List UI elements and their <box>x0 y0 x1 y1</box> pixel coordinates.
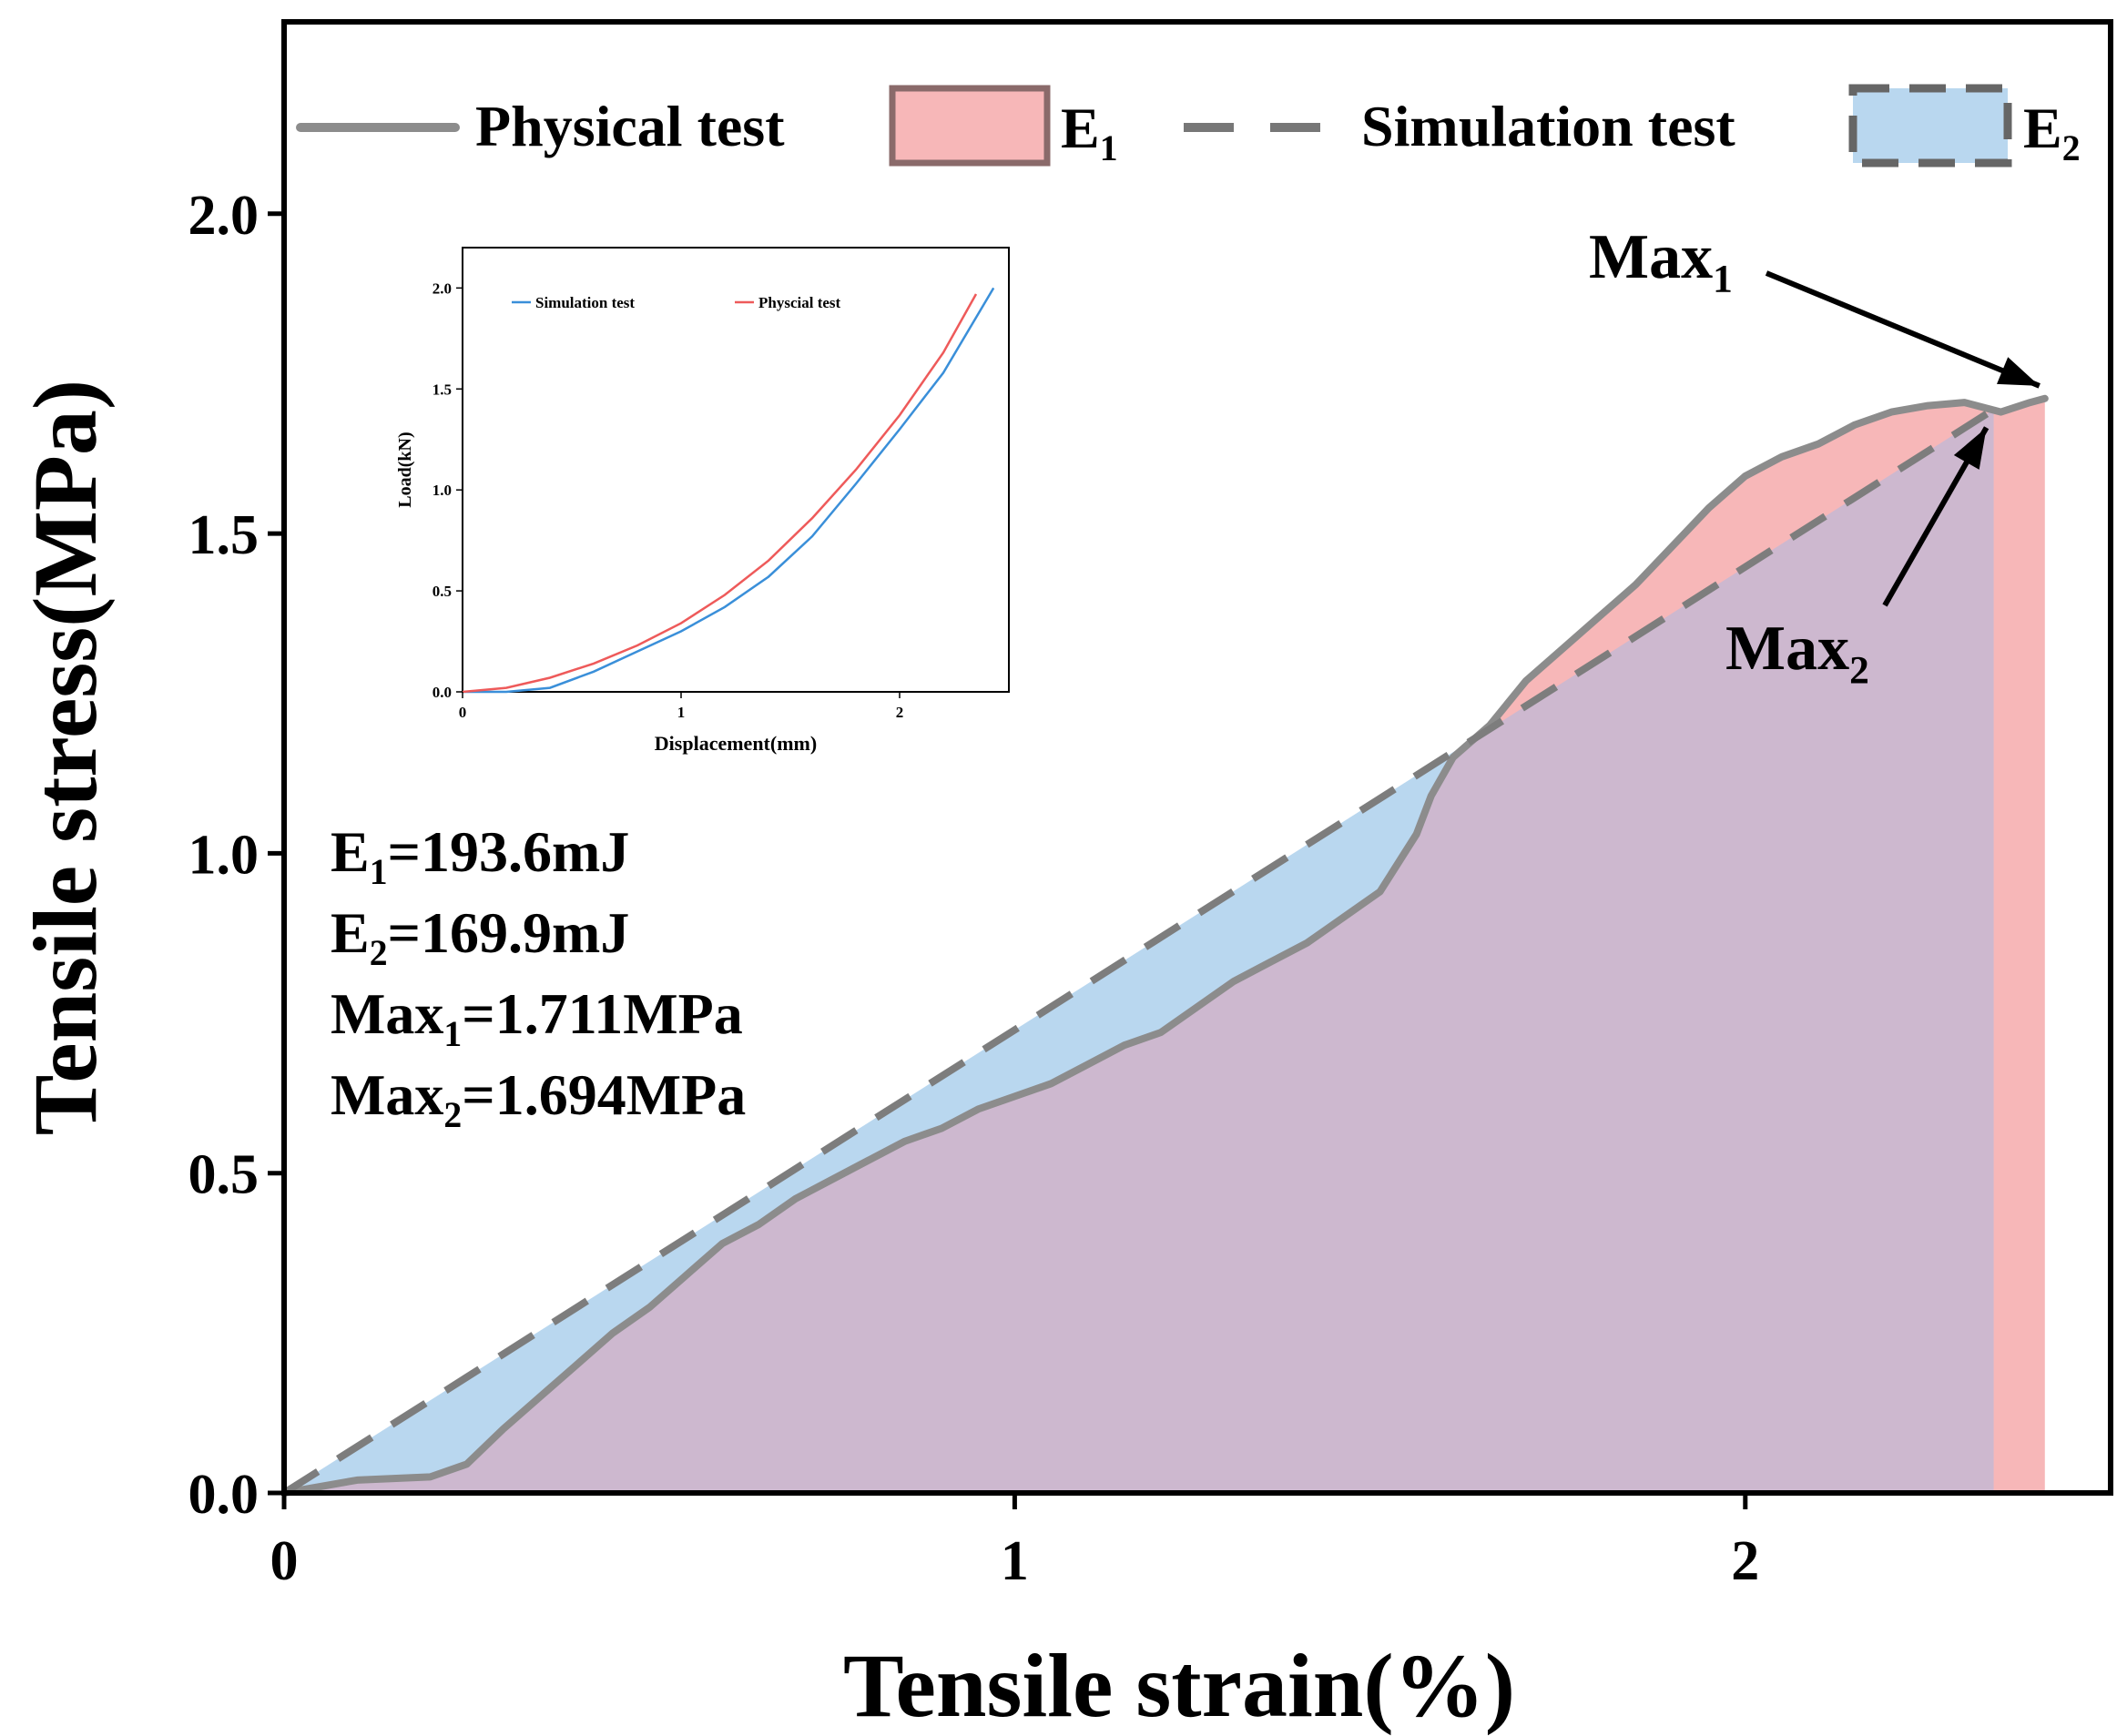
legend-e2-swatch <box>1848 84 2012 168</box>
stat-3: Max2=1.694MPa <box>331 1062 746 1135</box>
x-axis-label: Tensile strain(%) <box>843 1635 1515 1736</box>
x-tick-label: 0 <box>270 1530 299 1592</box>
simulation-test-line <box>281 406 1996 1497</box>
overlap-area <box>284 409 1994 1493</box>
max2-arrow <box>1882 426 1990 607</box>
inset-legend-sim-label: Simulation test <box>535 294 635 311</box>
y-tick-label: 1.0 <box>188 824 260 886</box>
inset-x-axis-label: Displacement(mm) <box>655 732 817 755</box>
inset-y-tick-label: 0.0 <box>433 684 452 701</box>
physical-test-line <box>280 394 2049 1497</box>
inset-y-axis-label: Load(kN) <box>395 431 415 507</box>
stat-2: Max1=1.711MPa <box>331 981 743 1054</box>
inset-y-tick-label: 1.5 <box>433 381 452 398</box>
max2-label: Max2 <box>1725 614 1869 692</box>
inset-x-tick-label: 0 <box>459 704 467 721</box>
max2-arrow-head <box>1953 427 1987 470</box>
stat-0: E1=193.6mJ <box>331 819 629 892</box>
inset-x-tick-label: 2 <box>896 704 904 721</box>
legend-e1-label: E1 <box>1061 96 1118 168</box>
max1-arrow-shaft <box>1765 270 2040 389</box>
inset-y-tick-label: 2.0 <box>433 279 452 297</box>
inset-series-1 <box>462 293 978 694</box>
max1-arrow-head <box>1997 357 2040 386</box>
x-tick-label: 2 <box>1731 1530 1759 1592</box>
max1-arrow <box>1765 270 2040 389</box>
inset-y-tick-label: 1.0 <box>433 482 452 499</box>
y-tick-label: 0.0 <box>188 1464 260 1526</box>
legend-physical-label: Physical test <box>475 94 785 158</box>
stat-1: E2=169.9mJ <box>331 900 629 973</box>
legend-e1-swatch <box>889 85 1051 167</box>
plot-frame <box>281 19 2113 1496</box>
y-tick-label: 0.5 <box>188 1144 260 1206</box>
y-tick-label: 1.5 <box>188 504 260 566</box>
x-tick-label: 1 <box>1001 1530 1029 1592</box>
inset-chart: 0.0 0.5 1.0 1.5 2.0 0 1 2 Displacement(mm) Load(k… <box>395 247 1010 755</box>
legend-e2-label: E2 <box>2023 96 2081 168</box>
inset-frame <box>462 247 1010 693</box>
inset-legend-phys-label: Physcial test <box>758 294 841 311</box>
inset-x-tick-label: 1 <box>677 704 686 721</box>
inset-y-tick-label: 0.5 <box>433 583 452 600</box>
legend-simulation-label: Simulation test <box>1361 94 1735 158</box>
inset-series-0 <box>463 287 995 694</box>
max1-label: Max1 <box>1589 222 1733 300</box>
y-axis-label: Tensile stress(MPa) <box>15 380 116 1135</box>
y-tick-label: 2.0 <box>188 185 260 247</box>
